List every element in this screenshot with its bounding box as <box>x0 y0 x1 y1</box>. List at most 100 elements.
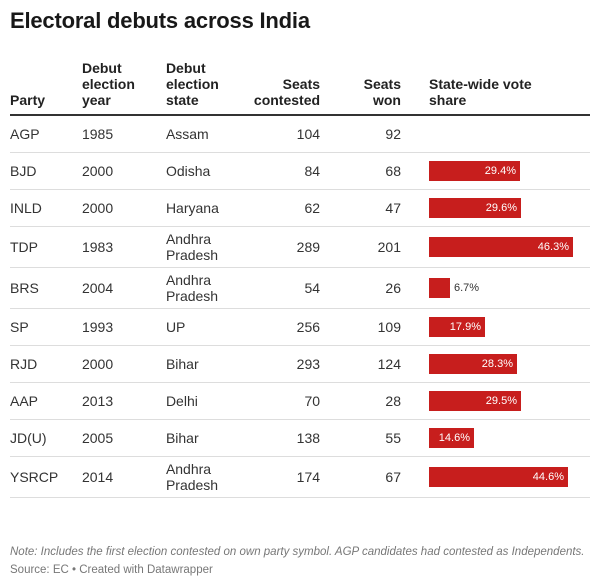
cell-seats-won: 67 <box>320 456 401 498</box>
vote-bar-track: 29.6% <box>428 198 575 218</box>
cell-party: INLD <box>10 189 82 227</box>
header-year: Debut election year <box>81 60 166 116</box>
cell-seats-contested: 293 <box>253 345 321 383</box>
header-vote-share: State-wide vote share <box>400 60 590 116</box>
vote-share-label: 14.6% <box>438 432 470 444</box>
cell-party: JD(U) <box>10 419 82 457</box>
vote-bar-track: 17.9% <box>428 317 575 337</box>
vote-share-bar <box>428 198 521 218</box>
source-credit: Source: EC • Created with Datawrapper <box>10 564 213 576</box>
vote-share-label: 28.3% <box>481 358 513 370</box>
cell-vote-share: 29.4% <box>400 152 590 190</box>
cell-year: 2014 <box>81 456 166 498</box>
cell-seats-won: 201 <box>320 226 401 268</box>
vote-share-label: 29.5% <box>485 395 517 407</box>
vote-share-bar <box>428 161 520 181</box>
vote-bar-track: 28.3% <box>428 354 575 374</box>
header-seats-contested: Seats contested <box>253 60 321 116</box>
cell-seats-won: 109 <box>320 308 401 346</box>
table-row: BJD 2000 Odisha 84 68 29.4% <box>10 152 590 190</box>
cell-state: Bihar <box>165 345 254 383</box>
cell-party: YSRCP <box>10 456 82 498</box>
cell-seats-contested: 62 <box>253 189 321 227</box>
cell-party: RJD <box>10 345 82 383</box>
table-row: AGP 1985 Assam 104 92 <box>10 115 590 153</box>
cell-year: 2000 <box>81 189 166 227</box>
vote-share-label: 17.9% <box>449 321 481 333</box>
cell-vote-share: 14.6% <box>400 419 590 457</box>
vote-share-label: 29.4% <box>484 165 516 177</box>
cell-year: 2000 <box>81 345 166 383</box>
cell-state: UP <box>165 308 254 346</box>
vote-bar-track: 44.6% <box>428 467 575 487</box>
cell-vote-share: 29.6% <box>400 189 590 227</box>
cell-seats-contested: 70 <box>253 382 321 420</box>
cell-seats-won: 55 <box>320 419 401 457</box>
cell-seats-contested: 174 <box>253 456 321 498</box>
cell-party: BRS <box>10 267 82 309</box>
vote-bar-track: 6.7% <box>428 278 575 298</box>
table-header-row: Party Debut election year Debut election sta… <box>10 60 590 116</box>
cell-party: BJD <box>10 152 82 190</box>
cell-state: Assam <box>165 115 254 153</box>
header-state: Debut election state <box>165 60 254 116</box>
cell-seats-contested: 104 <box>253 115 321 153</box>
cell-year: 1983 <box>81 226 166 268</box>
cell-party: SP <box>10 308 82 346</box>
cell-vote-share: 44.6% <box>400 456 590 498</box>
cell-party: AAP <box>10 382 82 420</box>
cell-party: AGP <box>10 115 82 153</box>
vote-bar-track: 29.5% <box>428 391 575 411</box>
header-seats-won: Seats won <box>320 60 401 116</box>
cell-vote-share: 46.3% <box>400 226 590 268</box>
cell-year: 1993 <box>81 308 166 346</box>
table-row: TDP 1983 Andhra Pradesh 289 201 46.3% <box>10 226 590 268</box>
table-row: BRS 2004 Andhra Pradesh 54 26 6.7% <box>10 267 590 309</box>
table-row: SP 1993 UP 256 109 17.9% <box>10 308 590 346</box>
cell-vote-share: 6.7% <box>400 267 590 309</box>
cell-state: Andhra Pradesh <box>165 456 254 498</box>
cell-year: 2005 <box>81 419 166 457</box>
cell-seats-contested: 54 <box>253 267 321 309</box>
cell-year: 2013 <box>81 382 166 420</box>
cell-state: Andhra Pradesh <box>165 226 254 268</box>
footnote: Note: Includes the first election contes… <box>10 546 585 558</box>
debuts-table: Party Debut election year Debut election sta… <box>10 60 590 498</box>
cell-seats-won: 26 <box>320 267 401 309</box>
cell-seats-contested: 256 <box>253 308 321 346</box>
cell-seats-contested: 289 <box>253 226 321 268</box>
cell-seats-won: 92 <box>320 115 401 153</box>
cell-seats-contested: 84 <box>253 152 321 190</box>
cell-seats-won: 47 <box>320 189 401 227</box>
cell-seats-contested: 138 <box>253 419 321 457</box>
vote-bar-track: 29.4% <box>428 161 575 181</box>
cell-state: Odisha <box>165 152 254 190</box>
cell-state: Bihar <box>165 419 254 457</box>
vote-share-label: 46.3% <box>537 241 569 253</box>
cell-vote-share: 29.5% <box>400 382 590 420</box>
cell-seats-won: 124 <box>320 345 401 383</box>
cell-state: Andhra Pradesh <box>165 267 254 309</box>
table-row: AAP 2013 Delhi 70 28 29.5% <box>10 382 590 420</box>
cell-party: TDP <box>10 226 82 268</box>
cell-state: Haryana <box>165 189 254 227</box>
cell-vote-share: 17.9% <box>400 308 590 346</box>
vote-share-bar <box>428 354 517 374</box>
vote-bar-track: 46.3% <box>428 237 575 257</box>
vote-share-bar <box>428 428 474 448</box>
table-row: RJD 2000 Bihar 293 124 28.3% <box>10 345 590 383</box>
page-title: Electoral debuts across India <box>10 8 310 33</box>
vote-share-bar <box>428 278 450 298</box>
cell-vote-share: 28.3% <box>400 345 590 383</box>
cell-state: Delhi <box>165 382 254 420</box>
vote-share-bar <box>428 467 568 487</box>
cell-seats-won: 68 <box>320 152 401 190</box>
cell-year: 2004 <box>81 267 166 309</box>
header-party: Party <box>10 60 82 116</box>
vote-bar-track: 14.6% <box>428 428 575 448</box>
cell-year: 2000 <box>81 152 166 190</box>
vote-share-label: 6.7% <box>453 282 480 294</box>
table-row: YSRCP 2014 Andhra Pradesh 174 67 44.6% <box>10 456 590 498</box>
vote-share-bar <box>428 391 521 411</box>
vote-share-label: 44.6% <box>532 471 564 483</box>
